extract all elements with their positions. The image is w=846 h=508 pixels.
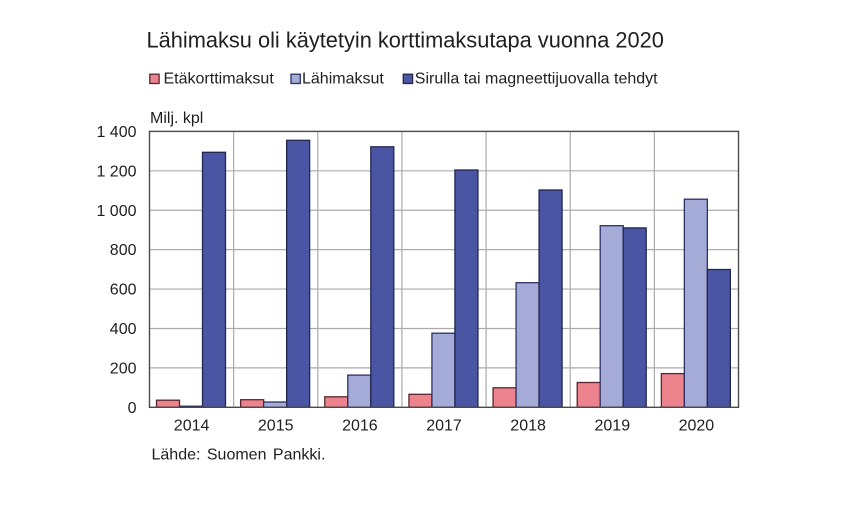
svg-text:2019: 2019 [595,418,631,435]
svg-text:2017: 2017 [426,418,462,435]
svg-text:Etäkorttimaksut: Etäkorttimaksut [164,71,275,88]
svg-text:Lähimaksut: Lähimaksut [302,71,384,88]
svg-text:Lähde: Suomen Pankki.: Lähde: Suomen Pankki. [152,447,326,464]
svg-text:2020: 2020 [679,418,715,435]
svg-text:0: 0 [128,400,137,417]
svg-text:1 200: 1 200 [96,163,136,180]
svg-text:600: 600 [110,282,137,299]
svg-text:2018: 2018 [510,418,546,435]
svg-text:Milj. kpl: Milj. kpl [150,110,203,127]
svg-text:1 000: 1 000 [96,203,136,220]
svg-text:2015: 2015 [258,418,294,435]
svg-text:Sirulla tai magneettijuovalla: Sirulla tai magneettijuovalla tehdyt [415,71,658,88]
svg-text:400: 400 [110,321,137,338]
svg-text:2016: 2016 [342,418,378,435]
svg-text:Lähimaksu oli käytetyin kortti: Lähimaksu oli käytetyin korttimaksutapa … [147,28,664,53]
svg-text:800: 800 [110,242,137,259]
svg-text:1 400: 1 400 [96,124,136,141]
svg-text:200: 200 [110,361,137,378]
svg-text:2014: 2014 [174,418,210,435]
